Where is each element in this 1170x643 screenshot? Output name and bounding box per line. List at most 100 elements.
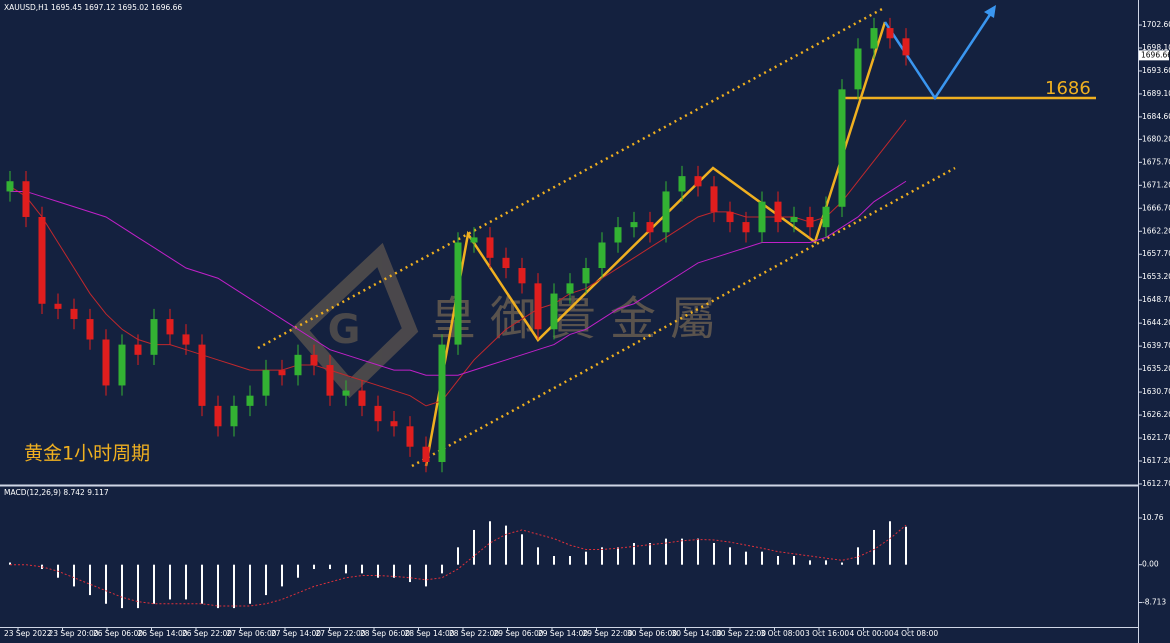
x-tick-label: 29 Sep 14:00 — [538, 629, 588, 638]
candle-body — [758, 201, 766, 233]
y-tick-label: 1684.60 — [1142, 112, 1170, 121]
candle-body — [214, 405, 222, 427]
y-tick-label: 1698.10 — [1142, 43, 1170, 52]
x-tick-label: 4 Oct 08:00 — [894, 629, 938, 638]
candle-body — [710, 186, 718, 212]
candle-body — [598, 242, 606, 269]
macd-signal — [10, 524, 907, 607]
x-tick-label: 30 Sep 22:00 — [716, 629, 766, 638]
y-tick-label: 1680.20 — [1142, 134, 1170, 143]
x-tick-label: 30 Sep 14:00 — [672, 629, 722, 638]
candle-body — [694, 176, 702, 187]
y-tick-label: 1612.70 — [1142, 479, 1170, 488]
x-tick-label: 4 Oct 00:00 — [850, 629, 894, 638]
y-tick-label: 1630.70 — [1142, 387, 1170, 396]
candle-body — [54, 303, 62, 309]
x-tick-label: 27 Sep 22:00 — [316, 629, 366, 638]
candle-body — [86, 319, 94, 340]
y-tick-label: 1639.70 — [1142, 341, 1170, 350]
candle-body — [534, 283, 542, 330]
macd-tick-label: 10.76 — [1142, 513, 1164, 522]
last-price-label: 1696.66 — [1141, 50, 1170, 59]
x-tick-label: 28 Sep 06:00 — [360, 629, 410, 638]
candle-body — [854, 48, 862, 90]
y-tick-label: 1621.70 — [1142, 433, 1170, 442]
y-tick-label: 1689.10 — [1142, 89, 1170, 98]
x-tick-label: 3 Oct 16:00 — [805, 629, 849, 638]
candle-body — [438, 344, 446, 463]
candle-body — [422, 446, 430, 463]
y-tick-label: 1671.20 — [1142, 180, 1170, 189]
y-tick-label: 1675.70 — [1142, 157, 1170, 166]
x-tick-label: 29 Sep 06:00 — [494, 629, 544, 638]
y-tick-label: 1644.20 — [1142, 318, 1170, 327]
x-tick-label: 3 Oct 08:00 — [761, 629, 805, 638]
period-label: 黄金1小时周期 — [24, 443, 150, 465]
candle-body — [102, 339, 110, 386]
candle-body — [70, 308, 78, 320]
candle-body — [406, 426, 414, 447]
y-tick-label: 1648.70 — [1142, 295, 1170, 304]
moving-average — [9, 119, 907, 407]
candle-body — [678, 176, 686, 192]
svg-text:G: G — [328, 307, 361, 353]
candle-body — [342, 390, 350, 396]
macd-tick-label: 0.00 — [1142, 560, 1159, 569]
candle-body — [326, 365, 334, 396]
candle-body — [310, 354, 318, 366]
candle-body — [246, 395, 254, 406]
channel-lower — [411, 166, 956, 468]
candle-body — [22, 181, 30, 217]
candle-body — [614, 227, 622, 243]
candle-body — [358, 390, 366, 406]
candle-body — [502, 257, 510, 269]
candle-body — [742, 222, 750, 233]
moving-average — [10, 180, 907, 376]
candle-body — [566, 283, 574, 294]
x-tick-label: 26 Sep 06:00 — [93, 629, 143, 638]
candle-body — [790, 216, 798, 223]
x-tick-label: 30 Sep 06:00 — [627, 629, 677, 638]
candle-body — [726, 211, 734, 223]
watermark-text: 皇御貴金屬 — [430, 292, 730, 346]
x-tick-label: 28 Sep 22:00 — [449, 629, 499, 638]
candle-body — [294, 354, 302, 376]
candle-body — [150, 319, 158, 355]
y-tick-label: 1617.20 — [1142, 456, 1170, 465]
candle-body — [486, 237, 494, 258]
x-tick-label: 29 Sep 22:00 — [583, 629, 633, 638]
candle-body — [662, 191, 670, 233]
candle-body — [374, 405, 382, 422]
candle-body — [134, 344, 142, 355]
y-tick-label: 1666.70 — [1142, 203, 1170, 212]
y-tick-label: 1635.20 — [1142, 364, 1170, 373]
x-tick-label: 28 Sep 14:00 — [405, 629, 455, 638]
x-tick-label: 27 Sep 06:00 — [227, 629, 277, 638]
arrow-head — [984, 5, 996, 18]
x-tick-label: 26 Sep 22:00 — [182, 629, 232, 638]
level-label: 1686 — [1045, 78, 1091, 99]
candle-body — [390, 421, 398, 427]
candle-body — [902, 38, 910, 56]
candle-body — [454, 242, 462, 345]
candle-body — [550, 293, 558, 330]
x-tick-label: 27 Sep 14:00 — [271, 629, 321, 638]
candle-body — [582, 268, 590, 284]
last-price-box — [1139, 50, 1169, 61]
candle-body — [118, 344, 126, 386]
y-tick-label: 1653.20 — [1142, 272, 1170, 281]
watermark: G — [290, 242, 419, 399]
candle-body — [230, 405, 238, 427]
candle-body — [262, 370, 270, 396]
candle-body — [774, 201, 782, 223]
y-tick-label: 1693.60 — [1142, 66, 1170, 75]
y-tick-label: 1657.70 — [1142, 249, 1170, 258]
x-tick-label: 23 Sep 20:00 — [49, 629, 99, 638]
projection — [883, 9, 995, 101]
candle-body — [198, 344, 206, 406]
candle-body — [806, 216, 814, 228]
y-tick-label: 1702.60 — [1142, 20, 1170, 29]
